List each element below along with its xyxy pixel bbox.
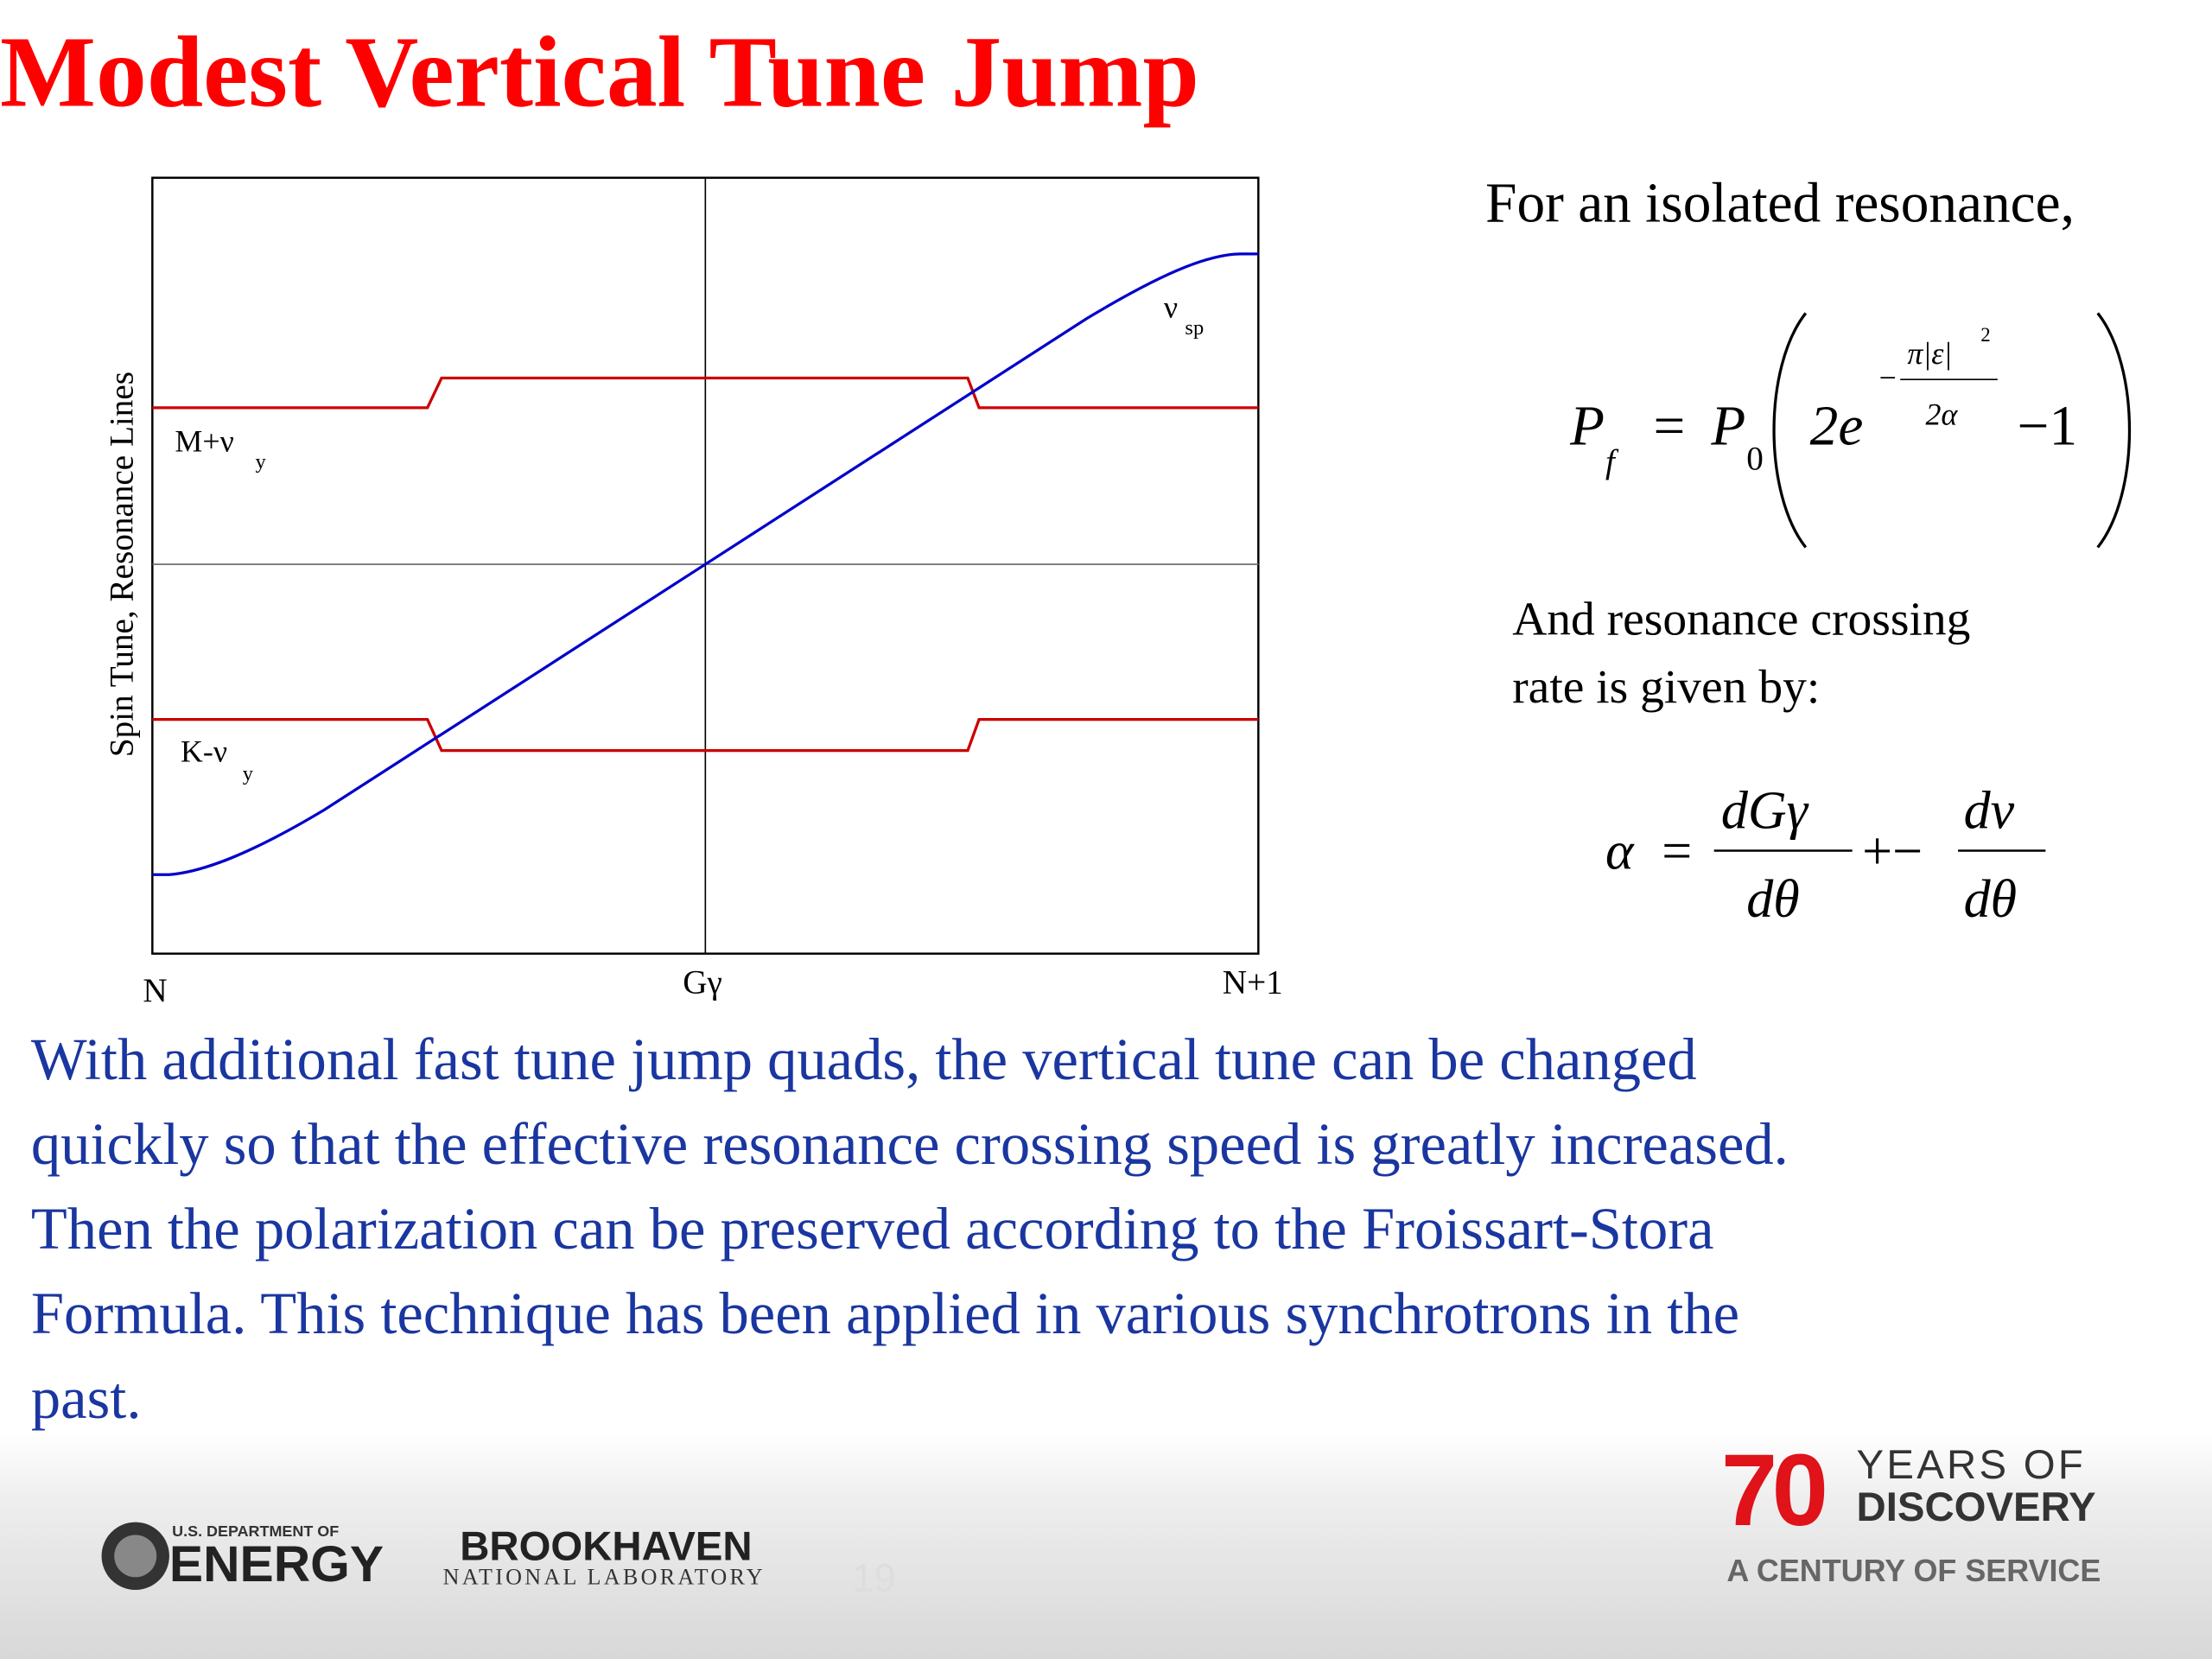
sym: P [1710, 395, 1745, 457]
doe-top: U.S. DEPARTMENT OF [172, 1522, 339, 1540]
doe-seal [114, 1535, 157, 1578]
footer: U.S. DEPARTMENT OF ENERGY BROOKHAVEN NAT… [101, 1433, 2101, 1600]
sym: +− [1862, 823, 1923, 881]
body-line: Then the polarization can be preserved a… [31, 1196, 1714, 1262]
line-label-sub: sp [1185, 316, 1204, 340]
body-line: With additional fast tune jump quads, th… [31, 1027, 1697, 1092]
figure: M+ν y K-ν y ν sp Spin Tune, Resonance Li… [103, 176, 1283, 1009]
anniv-line: DISCOVERY [1857, 1484, 2096, 1530]
paren [2096, 312, 2132, 549]
footer-band [0, 1432, 2212, 1659]
x-label: N+1 [1223, 963, 1283, 1001]
sym: α [1605, 823, 1635, 881]
formula-1: P f = P 0 2e − π|ε| 2 2α −1 [1569, 312, 2132, 549]
body: With additional fast tune jump quads, th… [31, 1027, 1789, 1431]
sym: 2e [1810, 395, 1864, 457]
paren [1772, 312, 1808, 549]
body-line: quickly so that the effective resonance … [31, 1111, 1789, 1177]
sym: − [1879, 360, 1897, 395]
anniv-number: 70 [1721, 1433, 1825, 1547]
line-label: ν [1164, 289, 1178, 324]
sym: P [1569, 395, 1605, 457]
x-label: N [143, 972, 167, 1009]
body-line: Formula. This technique has been applied… [31, 1281, 1739, 1346]
rate-text: rate is given by: [1512, 661, 1820, 714]
bnl-sub: NATIONAL LABORATORY [443, 1564, 766, 1589]
sym: = [1653, 395, 1685, 457]
sym: dθ [1746, 870, 1799, 929]
sym: dGγ [1721, 781, 1809, 840]
body-line: past. [31, 1365, 142, 1431]
anniv-tag: A CENTURY OF SERVICE [1726, 1553, 2101, 1588]
rate-text: And resonance crossing [1512, 594, 1970, 646]
bnl-name: BROOKHAVEN [460, 1524, 752, 1570]
sym: dν [1964, 781, 2015, 840]
intro: For an isolated resonance, [1485, 172, 2075, 234]
x-label: Gγ [683, 963, 722, 1001]
resonance-line [152, 376, 1259, 410]
resonance-line [152, 718, 1259, 753]
anniv-line: YEARS OF [1857, 1442, 2086, 1488]
title: Modest Vertical Tune Jump [0, 16, 1199, 128]
sym: f [1605, 443, 1619, 480]
line-label-sub: y [256, 450, 267, 474]
sym: π|ε| [1907, 336, 1952, 371]
line-label-sub: y [243, 762, 254, 785]
sym: −1 [2018, 395, 2077, 457]
y-axis-label: Spin Tune, Resonance Lines [103, 372, 140, 757]
sym: dθ [1964, 870, 2018, 929]
sym: 2α [1926, 397, 1959, 431]
sym: 2 [1980, 324, 1990, 346]
sym: 0 [1746, 441, 1764, 478]
spin-tune-curve [152, 252, 1259, 876]
page-number: 19 [852, 1556, 896, 1600]
formula-2: α = dGγ dθ +− dν dθ [1605, 781, 2046, 929]
line-label: K-ν [181, 734, 227, 769]
line-label: M+ν [175, 423, 233, 458]
sym: = [1662, 823, 1692, 881]
doe-name: ENERGY [169, 1536, 384, 1592]
